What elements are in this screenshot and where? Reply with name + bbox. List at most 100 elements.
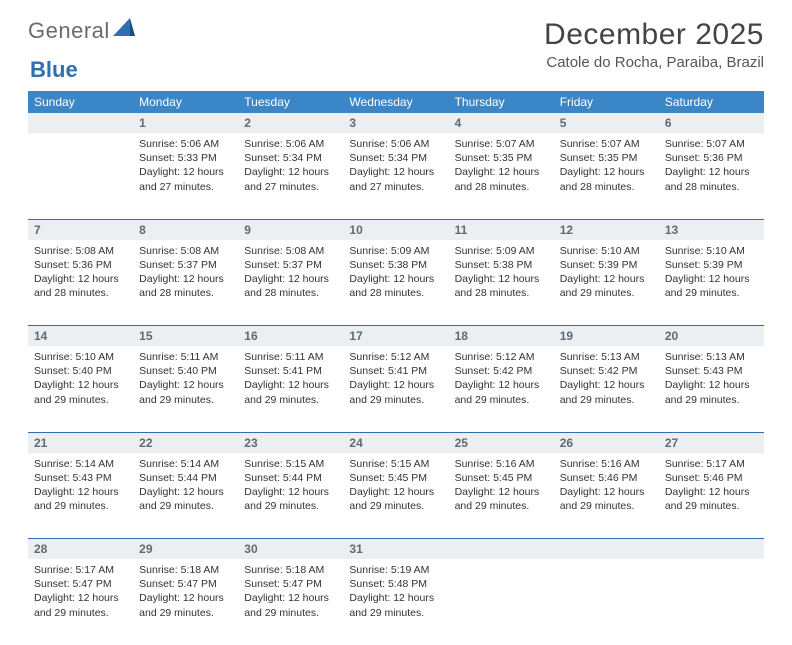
day-cell: Sunrise: 5:14 AMSunset: 5:43 PMDaylight:…	[28, 453, 133, 539]
sunset-line: Sunset: 5:33 PM	[139, 151, 232, 165]
day-cell: Sunrise: 5:16 AMSunset: 5:45 PMDaylight:…	[449, 453, 554, 539]
sunset-line: Sunset: 5:44 PM	[139, 471, 232, 485]
title-block: December 2025 Catole do Rocha, Paraiba, …	[544, 18, 764, 71]
daylight-line: Daylight: 12 hours and 28 minutes.	[244, 272, 337, 300]
sunrise-line: Sunrise: 5:09 AM	[349, 244, 442, 258]
sunrise-value: 5:06 AM	[391, 138, 430, 150]
sunrise-label: Sunrise:	[349, 458, 388, 470]
daylight-line: Daylight: 12 hours and 29 minutes.	[665, 378, 758, 406]
daylight-line: Daylight: 12 hours and 29 minutes.	[665, 485, 758, 513]
sunset-line: Sunset: 5:46 PM	[560, 471, 653, 485]
sunrise-value: 5:14 AM	[75, 458, 114, 470]
sunrise-line: Sunrise: 5:12 AM	[349, 350, 442, 364]
sunset-line: Sunset: 5:36 PM	[34, 258, 127, 272]
sunrise-label: Sunrise:	[244, 458, 283, 470]
sunrise-line: Sunrise: 5:17 AM	[34, 563, 127, 577]
daylight-label: Daylight:	[139, 379, 180, 391]
sunrise-label: Sunrise:	[34, 245, 73, 257]
day-cell: Sunrise: 5:06 AMSunset: 5:34 PMDaylight:…	[238, 133, 343, 219]
day-cell: Sunrise: 5:08 AMSunset: 5:36 PMDaylight:…	[28, 240, 133, 326]
sunset-label: Sunset:	[244, 578, 280, 590]
day-number: 6	[659, 113, 764, 133]
sunset-value: 5:47 PM	[283, 578, 322, 590]
sunrise-line: Sunrise: 5:14 AM	[34, 457, 127, 471]
sunset-value: 5:47 PM	[178, 578, 217, 590]
day-cell: Sunrise: 5:09 AMSunset: 5:38 PMDaylight:…	[343, 240, 448, 326]
sunrise-value: 5:07 AM	[706, 138, 745, 150]
day-number: 14	[28, 326, 133, 347]
day-number: 7	[28, 219, 133, 240]
day-cell: Sunrise: 5:12 AMSunset: 5:41 PMDaylight:…	[343, 346, 448, 432]
day-number: 27	[659, 432, 764, 453]
day-cell: Sunrise: 5:09 AMSunset: 5:38 PMDaylight:…	[449, 240, 554, 326]
sunrise-line: Sunrise: 5:12 AM	[455, 350, 548, 364]
daylight-label: Daylight:	[560, 379, 601, 391]
daylight-label: Daylight:	[34, 486, 75, 498]
sunrise-value: 5:15 AM	[391, 458, 430, 470]
daylight-label: Daylight:	[349, 273, 390, 285]
daylight-line: Daylight: 12 hours and 29 minutes.	[455, 485, 548, 513]
day-cell: Sunrise: 5:14 AMSunset: 5:44 PMDaylight:…	[133, 453, 238, 539]
sunrise-value: 5:07 AM	[496, 138, 535, 150]
sunrise-line: Sunrise: 5:15 AM	[244, 457, 337, 471]
sunrise-line: Sunrise: 5:07 AM	[560, 137, 653, 151]
daylight-label: Daylight:	[139, 166, 180, 178]
daylight-label: Daylight:	[560, 166, 601, 178]
sunrise-value: 5:08 AM	[75, 245, 114, 257]
sunset-value: 5:44 PM	[283, 472, 322, 484]
sunrise-line: Sunrise: 5:17 AM	[665, 457, 758, 471]
sunrise-value: 5:18 AM	[286, 564, 325, 576]
sunrise-label: Sunrise:	[34, 458, 73, 470]
sunset-line: Sunset: 5:47 PM	[244, 577, 337, 591]
sunrise-value: 5:06 AM	[286, 138, 325, 150]
sunset-line: Sunset: 5:35 PM	[560, 151, 653, 165]
sunset-value: 5:40 PM	[73, 365, 112, 377]
day-number: 13	[659, 219, 764, 240]
daylight-line: Daylight: 12 hours and 29 minutes.	[560, 378, 653, 406]
sunrise-value: 5:15 AM	[286, 458, 325, 470]
daylight-label: Daylight:	[244, 166, 285, 178]
sunset-value: 5:42 PM	[493, 365, 532, 377]
daylight-label: Daylight:	[244, 486, 285, 498]
sunset-label: Sunset:	[349, 259, 385, 271]
day-number: 15	[133, 326, 238, 347]
day-number: 22	[133, 432, 238, 453]
daylight-label: Daylight:	[139, 273, 180, 285]
sunrise-value: 5:16 AM	[496, 458, 535, 470]
daylight-label: Daylight:	[349, 592, 390, 604]
daylight-label: Daylight:	[349, 486, 390, 498]
daylight-line: Daylight: 12 hours and 29 minutes.	[139, 591, 232, 619]
daylight-label: Daylight:	[244, 379, 285, 391]
sunrise-label: Sunrise:	[139, 245, 178, 257]
sunset-value: 5:36 PM	[73, 259, 112, 271]
daylight-label: Daylight:	[34, 592, 75, 604]
sunset-value: 5:46 PM	[703, 472, 742, 484]
sunrise-value: 5:11 AM	[181, 351, 219, 363]
daylight-label: Daylight:	[665, 273, 706, 285]
sunrise-line: Sunrise: 5:06 AM	[349, 137, 442, 151]
daylight-label: Daylight:	[34, 379, 75, 391]
sunset-line: Sunset: 5:37 PM	[139, 258, 232, 272]
sunrise-value: 5:11 AM	[286, 351, 324, 363]
sunrise-label: Sunrise:	[665, 458, 704, 470]
sunset-value: 5:45 PM	[493, 472, 532, 484]
sunset-line: Sunset: 5:36 PM	[665, 151, 758, 165]
sunset-line: Sunset: 5:35 PM	[455, 151, 548, 165]
sunset-line: Sunset: 5:39 PM	[665, 258, 758, 272]
sunset-label: Sunset:	[455, 365, 491, 377]
daylight-label: Daylight:	[665, 486, 706, 498]
sunset-value: 5:40 PM	[178, 365, 217, 377]
sunset-value: 5:41 PM	[388, 365, 427, 377]
sunrise-line: Sunrise: 5:10 AM	[560, 244, 653, 258]
sunset-label: Sunset:	[244, 472, 280, 484]
brand-part1: General	[28, 18, 110, 44]
month-title: December 2025	[544, 18, 764, 52]
sunrise-label: Sunrise:	[665, 351, 704, 363]
day-cell: Sunrise: 5:11 AMSunset: 5:40 PMDaylight:…	[133, 346, 238, 432]
daylight-label: Daylight:	[244, 273, 285, 285]
sunset-label: Sunset:	[455, 472, 491, 484]
daylight-line: Daylight: 12 hours and 29 minutes.	[244, 591, 337, 619]
col-wednesday: Wednesday	[343, 91, 448, 113]
day-number: 11	[449, 219, 554, 240]
daylight-label: Daylight:	[455, 166, 496, 178]
